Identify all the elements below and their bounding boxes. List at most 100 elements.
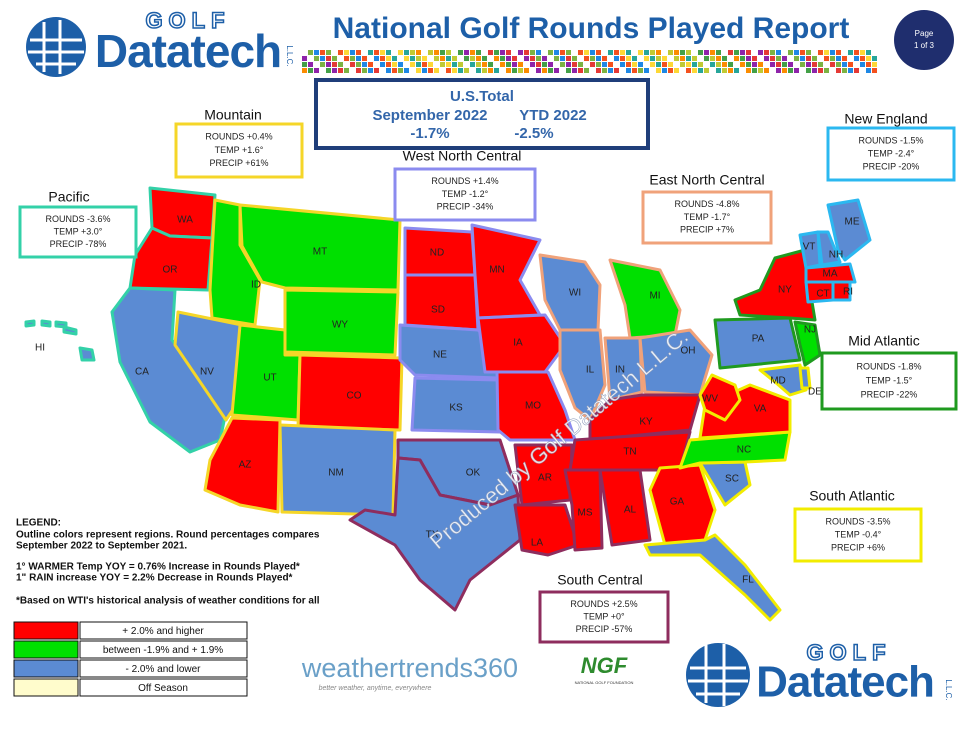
region-rounds: ROUNDS -1.5% — [858, 135, 923, 145]
state — [24, 319, 96, 362]
mosaic-cell — [788, 50, 793, 55]
mosaic-cell — [848, 62, 853, 67]
mosaic-cell — [770, 62, 775, 67]
mosaic-cell — [398, 62, 403, 67]
mosaic-cell — [608, 62, 613, 67]
state — [698, 373, 742, 422]
mosaic-cell — [434, 50, 439, 55]
state-label: RI — [843, 287, 853, 298]
state-label: AZ — [239, 460, 252, 471]
mosaic-cell — [782, 62, 787, 67]
mosaic-cell — [788, 68, 793, 73]
mosaic-cell — [554, 56, 559, 61]
mosaic-cell — [752, 62, 757, 67]
mosaic-cell — [842, 68, 847, 73]
state-label: ID — [251, 280, 261, 291]
mosaic-cell — [710, 62, 715, 67]
mosaic-cell — [824, 68, 829, 73]
region-temp: TEMP -1.2° — [442, 189, 489, 199]
mosaic-cell — [332, 62, 337, 67]
mosaic-cell — [440, 62, 445, 67]
mosaic-cell — [452, 68, 457, 73]
state-label: WV — [702, 394, 718, 405]
mosaic-cell — [596, 56, 601, 61]
mosaic-cell — [416, 62, 421, 67]
region-rounds: ROUNDS +0.4% — [205, 132, 272, 142]
mosaic-cell — [776, 68, 781, 73]
region-box — [174, 122, 304, 179]
mosaic-cell — [356, 68, 361, 73]
mosaic-cell — [752, 56, 757, 61]
mosaic-cell — [794, 50, 799, 55]
legend-description: Outline colors represent regions. Round … — [16, 530, 320, 541]
state — [638, 328, 714, 397]
mosaic-cell — [548, 68, 553, 73]
mosaic-cell — [626, 68, 631, 73]
state-label: NE — [433, 350, 447, 361]
state-label: NH — [829, 250, 843, 261]
mosaic-cell — [518, 62, 523, 67]
mosaic-cell — [626, 62, 631, 67]
state-label: MA — [823, 269, 838, 280]
mosaic-cell — [458, 68, 463, 73]
mosaic-cell — [740, 50, 745, 55]
logo: GOLF Datatech L.L.C. — [26, 7, 294, 77]
mosaic-cell — [746, 62, 751, 67]
mosaic-cell — [572, 68, 577, 73]
mosaic-cell — [806, 50, 811, 55]
mosaic-cell — [578, 62, 583, 67]
state — [733, 248, 817, 322]
state-label: PA — [752, 334, 765, 345]
mosaic-cell — [386, 50, 391, 55]
mosaic-cell — [560, 56, 565, 61]
state — [403, 273, 480, 332]
mosaic-cell — [596, 68, 601, 73]
legend-label-box — [79, 621, 248, 640]
mosaic-cell — [530, 50, 535, 55]
region-rounds: ROUNDS +1.4% — [431, 176, 498, 186]
mosaic-cell — [302, 62, 307, 67]
state-label: FL — [742, 575, 754, 586]
region-name: West North Central — [403, 148, 522, 164]
mosaic-cell — [440, 50, 445, 55]
mosaic-cell — [782, 56, 787, 61]
mosaic-cell — [806, 56, 811, 61]
state-label: NY — [778, 285, 792, 296]
logo-text: Datatech — [95, 25, 281, 77]
mosaic-cell — [536, 56, 541, 61]
state — [203, 416, 282, 514]
state-label: VA — [754, 404, 767, 415]
state — [128, 226, 214, 292]
mosaic-cell — [620, 62, 625, 67]
mosaic-cell — [830, 56, 835, 61]
mosaic-cell — [716, 50, 721, 55]
region-precip: PRECIP -34% — [437, 202, 494, 212]
state — [804, 262, 857, 284]
state — [798, 366, 812, 390]
mosaic-cell — [752, 68, 757, 73]
state — [598, 468, 652, 547]
mosaic-cell — [860, 56, 865, 61]
mosaic-cell — [518, 50, 523, 55]
mosaic-cell — [836, 50, 841, 55]
mosaic-cell — [854, 68, 859, 73]
mosaic-cell — [500, 56, 505, 61]
mosaic-cell — [368, 50, 373, 55]
mosaic-cell — [584, 56, 589, 61]
legend-swatch — [13, 678, 79, 697]
mosaic-cell — [800, 56, 805, 61]
mosaic-cell — [428, 50, 433, 55]
region-temp: TEMP +3.0° — [54, 226, 103, 236]
mosaic-cell — [656, 62, 661, 67]
us-total-box — [314, 78, 650, 150]
mosaic-cell — [548, 50, 553, 55]
mosaic-cell — [362, 56, 367, 61]
state — [643, 533, 782, 622]
logo-bottom: GOLF Datatech L.L.C. — [686, 639, 953, 707]
state-label: MS — [578, 508, 593, 519]
state — [831, 280, 852, 302]
mosaic-cell — [782, 68, 787, 73]
mosaic-cell — [338, 68, 343, 73]
mosaic-cell — [662, 68, 667, 73]
mosaic-cell — [566, 62, 571, 67]
